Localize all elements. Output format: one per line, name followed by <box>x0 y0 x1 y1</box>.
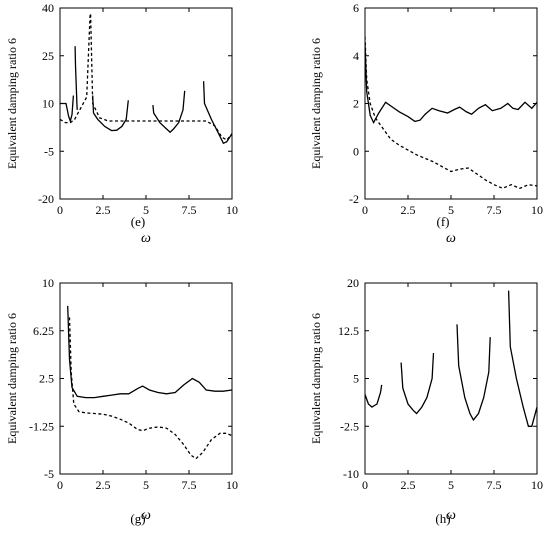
y-tick-label-e-2: 10 <box>42 97 54 111</box>
panel-e: 0 2.5 5 7.5 10 -20 -5 10 25 40 Equivalent damping … <box>5 1 238 246</box>
series-solid-g-seg-0 <box>67 305 232 399</box>
series-dashed-g-seg-0 <box>68 317 232 460</box>
y-tick-label-e-0: -20 <box>38 192 54 206</box>
y-tick-label-e-3: 25 <box>42 49 54 63</box>
series-solid-e-seg-4 <box>202 81 232 145</box>
y-tick-label-g-1: -1.25 <box>29 419 54 433</box>
plot-frame-f <box>364 7 538 200</box>
series-solid-h-seg-1 <box>400 352 435 415</box>
y-tick-label-f-2: 2 <box>353 97 359 111</box>
x-tick-label-g-1: 2.5 <box>96 478 111 492</box>
y-tick-label-e-1: -5 <box>44 144 54 158</box>
plot-frame-e <box>59 7 233 200</box>
panel-label-g: (g) <box>130 511 145 526</box>
x-tick-label-h-4: 10 <box>531 478 543 492</box>
series-solid-f-seg-0 <box>365 43 537 125</box>
y-tick-label-f-3: 4 <box>353 49 359 63</box>
y-tick-label-g-4: 10 <box>42 276 54 290</box>
y-tick-label-h-1: -2.5 <box>340 419 359 433</box>
series-dashed-e-seg-0 <box>60 14 91 124</box>
panel-g: 0 2.5 5 7.5 10 -5 -1.25 2.5 6.25 10 Equivalent dam… <box>5 276 238 526</box>
plot-frame-h <box>364 282 538 475</box>
x-tick-label-h-2: 5 <box>448 478 454 492</box>
x-tick-label-h-3: 7.5 <box>487 478 502 492</box>
y-axis-label-f: Equivalent damping ratio 6 <box>309 38 323 169</box>
y-axis-label-e: Equivalent damping ratio 6 <box>5 38 19 169</box>
y-tick-label-f-1: 0 <box>353 144 359 158</box>
x-tick-label-e-2: 5 <box>143 203 149 217</box>
x-tick-label-e-3: 7.5 <box>182 203 197 217</box>
panel-label-e: (e) <box>131 214 145 229</box>
x-tick-label-g-2: 5 <box>143 478 149 492</box>
series-solid-h-seg-3 <box>507 290 537 427</box>
y-axis-label-g: Equivalent damping ratio 6 <box>5 313 19 444</box>
y-axis-label-h: Equivalent damping ratio 6 <box>309 313 323 444</box>
x-tick-label-h-0: 0 <box>362 478 368 492</box>
y-tick-label-h-3: 12.5 <box>338 324 359 338</box>
panel-label-f: (f) <box>437 214 450 229</box>
y-tick-label-h-2: 5 <box>353 372 359 386</box>
y-tick-label-h-4: 20 <box>347 276 359 290</box>
x-tick-label-g-4: 10 <box>226 478 238 492</box>
plot-frame-g <box>59 282 233 475</box>
panel-label-h: (h) <box>435 511 450 526</box>
x-tick-label-f-2: 5 <box>448 203 454 217</box>
x-axis-label-e: ω <box>141 231 151 246</box>
x-tick-label-e-0: 0 <box>57 203 63 217</box>
x-tick-label-f-1: 2.5 <box>401 203 416 217</box>
series-solid-e-seg-3 <box>152 90 186 134</box>
series-dashed-f-seg-0 <box>365 36 537 190</box>
x-axis-label-f: ω <box>446 231 456 246</box>
x-tick-label-e-4: 10 <box>226 203 238 217</box>
x-tick-label-g-3: 7.5 <box>182 478 197 492</box>
y-tick-label-h-0: -10 <box>343 467 359 481</box>
series-solid-e-seg-2 <box>92 95 129 132</box>
y-tick-label-f-4: 6 <box>353 1 359 15</box>
x-tick-label-g-0: 0 <box>57 478 63 492</box>
x-tick-label-f-4: 10 <box>531 203 543 217</box>
x-axis-label-g: ω <box>141 508 151 523</box>
x-tick-label-f-3: 7.5 <box>487 203 502 217</box>
series-solid-e-seg-1 <box>74 46 78 110</box>
x-tick-label-e-1: 2.5 <box>96 203 111 217</box>
y-tick-label-g-3: 6.25 <box>33 324 54 338</box>
x-tick-label-h-1: 2.5 <box>401 478 416 492</box>
y-tick-label-g-0: -5 <box>44 467 54 481</box>
x-axis-label-h: ω <box>446 508 456 523</box>
y-tick-label-e-4: 40 <box>42 1 54 15</box>
panel-h: 0 2.5 5 7.5 10 -10 -2.5 5 12.5 20 Equivalent dampi… <box>309 276 543 526</box>
y-tick-label-g-2: 2.5 <box>39 372 54 386</box>
series-dashed-e-seg-1 <box>89 14 232 141</box>
x-tick-label-f-0: 0 <box>362 203 368 217</box>
series-solid-h-seg-0 <box>365 384 383 408</box>
series-solid-e-seg-0 <box>60 95 75 124</box>
series-solid-h-seg-2 <box>456 324 491 422</box>
y-tick-label-f-0: -2 <box>349 192 359 206</box>
